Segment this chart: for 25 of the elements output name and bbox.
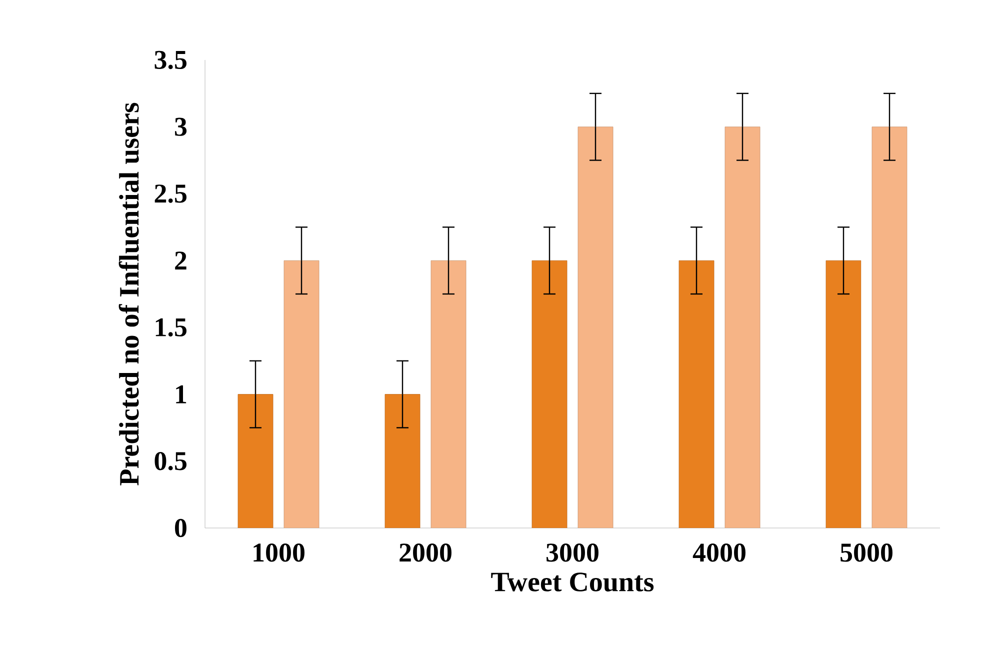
y-tick-label: 0.5 (154, 452, 186, 470)
bar (284, 260, 320, 528)
y-axis-title: Predicted no of Influential users (118, 102, 139, 486)
bar (826, 260, 862, 528)
y-tick-label: 3.5 (154, 50, 186, 70)
y-tick-label: 3 (174, 118, 187, 136)
bar (678, 260, 714, 528)
bar (384, 394, 420, 528)
bar (724, 126, 760, 528)
bar (238, 394, 274, 528)
bar (532, 260, 568, 528)
x-tick-label: 3000 (546, 544, 598, 562)
y-tick-label: 2.5 (154, 184, 186, 203)
y-tick-label: 1 (176, 385, 186, 404)
bar (578, 126, 614, 528)
x-tick-label: 2000 (400, 544, 452, 562)
x-tick-label: 4000 (692, 544, 746, 562)
x-axis-title: Tweet Counts (491, 572, 654, 592)
y-tick-label: 0 (175, 518, 186, 538)
y-tick-label: 1.5 (156, 318, 186, 337)
x-tick-label: 1000 (254, 544, 304, 562)
bar (430, 260, 466, 528)
x-tick-label: 5000 (840, 544, 892, 562)
bar (872, 126, 908, 528)
y-tick-label: 2 (175, 252, 186, 270)
